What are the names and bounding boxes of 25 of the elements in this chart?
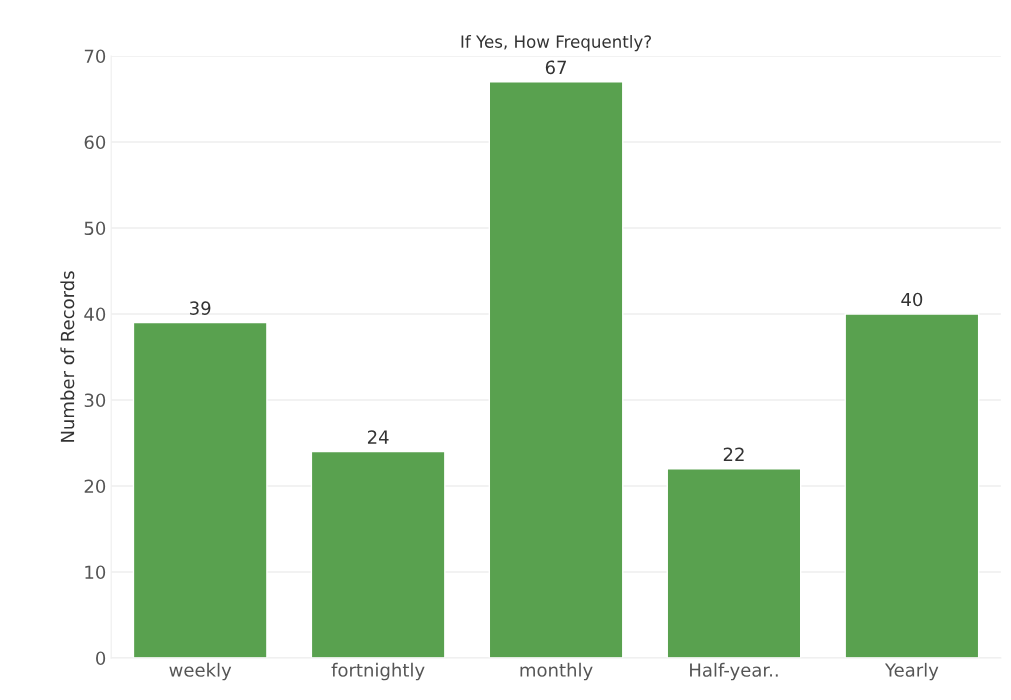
y-tick-label: 50 bbox=[84, 221, 106, 236]
x-tick-label: fortnightly bbox=[331, 662, 425, 681]
data-label: 67 bbox=[545, 60, 566, 75]
y-tick-label: 40 bbox=[84, 307, 106, 322]
chart-title: If Yes, How Frequently? bbox=[461, 35, 651, 52]
y-tick-label: 20 bbox=[84, 479, 106, 494]
x-tick-label: monthly bbox=[520, 662, 593, 681]
bar bbox=[310, 450, 446, 658]
y-tick-label: 0 bbox=[96, 651, 106, 666]
bar bbox=[666, 468, 802, 658]
data-label: 24 bbox=[367, 430, 389, 444]
bar bbox=[488, 81, 624, 658]
y-axis-title: Number of Records bbox=[60, 271, 75, 442]
bar bbox=[844, 313, 980, 658]
y-tick-label: 70 bbox=[84, 49, 106, 64]
y-tick-label: 30 bbox=[84, 393, 106, 408]
x-tick-label: Half-year.. bbox=[690, 662, 778, 681]
data-label: 22 bbox=[723, 447, 744, 461]
x-tick-label: weekly bbox=[169, 662, 232, 681]
y-tick-label: 10 bbox=[85, 565, 106, 580]
data-label: 40 bbox=[901, 292, 923, 307]
x-tick-label: Yearly bbox=[884, 662, 939, 681]
data-label: 39 bbox=[190, 301, 211, 315]
bar bbox=[132, 321, 268, 658]
y-tick-label: 60 bbox=[84, 135, 106, 150]
